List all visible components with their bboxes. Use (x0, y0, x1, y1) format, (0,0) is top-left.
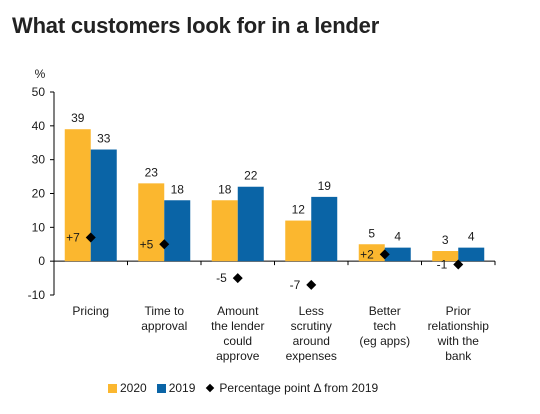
x-tick-label-line: Prior (446, 304, 471, 318)
legend-label-2019: 2019 (168, 381, 196, 395)
data-label-2020: 23 (145, 165, 159, 179)
data-label-2019: 4 (394, 230, 401, 244)
data-label-2019: 22 (244, 169, 258, 183)
x-tick-label: Amount the lender could approve (211, 304, 264, 363)
x-tick-label: Less scrutiny around expenses (286, 304, 337, 363)
bar-2019 (458, 247, 485, 262)
legend-diamond-icon (206, 383, 215, 393)
x-tick-label-line: Better (369, 304, 401, 318)
data-label-2019: 33 (97, 132, 111, 146)
change-marker (159, 239, 170, 250)
data-label-2019: 4 (468, 230, 475, 244)
bar-2019 (237, 186, 264, 262)
bar-2019 (90, 149, 117, 262)
chart-legend: 2020 2019 Percentage point Δ from 2019 (108, 381, 388, 395)
bar-2020 (432, 251, 459, 262)
data-label-2020: 12 (292, 203, 306, 217)
data-label-2020: 18 (218, 182, 232, 196)
x-tick-label-line: around (293, 334, 330, 348)
change-marker (379, 249, 390, 260)
bar-2019 (384, 247, 411, 262)
change-label: -7 (290, 278, 301, 292)
legend-label-change: Percentage point Δ from 2019 (219, 381, 379, 395)
x-tick-label: Better tech (eg apps) (359, 304, 410, 348)
legend-swatch-2020 (108, 383, 117, 393)
x-tick-label: Pricing (72, 304, 109, 318)
legend-item-2020: 2020 (108, 381, 147, 395)
x-tick-label-line: Less (299, 304, 324, 318)
legend-label-2020: 2020 (120, 381, 147, 395)
change-label: -5 (216, 271, 227, 285)
legend-item-2019: 2019 (156, 381, 196, 395)
x-tick-label-line: approval (141, 319, 187, 333)
y-tick-label: 20 (32, 187, 46, 201)
y-tick-label: -10 (28, 288, 46, 302)
bar-2020 (285, 220, 312, 262)
y-tick-label: 30 (32, 153, 46, 167)
x-tick-label-line: approve (216, 349, 260, 363)
x-tick-label-line: Amount (217, 304, 259, 318)
y-tick-label: 50 (32, 85, 46, 99)
change-marker (453, 259, 464, 270)
bar-2020 (138, 183, 165, 262)
change-marker (306, 279, 317, 290)
x-tick-label: Prior relationship with the bank (428, 304, 490, 363)
x-tick-label-line: with the (437, 334, 480, 348)
bar-2020 (64, 129, 91, 262)
bar-2020 (358, 244, 385, 262)
y-tick-label: 0 (38, 254, 45, 268)
data-label-2019: 18 (171, 182, 185, 196)
change-label: +2 (360, 247, 374, 261)
x-tick-label-line: Pricing (72, 304, 109, 318)
change-label: +7 (66, 230, 80, 244)
x-tick-label-line: could (223, 334, 252, 348)
bar-2020 (211, 200, 238, 262)
legend-swatch-2019 (156, 383, 166, 393)
legend-item-change: Percentage point Δ from 2019 (205, 381, 378, 395)
data-label-2020: 39 (71, 111, 85, 125)
change-marker (232, 273, 243, 284)
x-tick-label-line: relationship (428, 319, 490, 333)
change-marker (85, 232, 96, 243)
x-tick-label-line: tech (373, 319, 396, 333)
x-tick-label-line: bank (445, 349, 472, 363)
x-tick-label-line: expenses (286, 349, 337, 363)
y-axis-unit-label: % (35, 67, 46, 81)
x-tick-label: Time to approval (141, 304, 187, 333)
data-label-2020: 3 (442, 233, 449, 247)
bar-2019 (311, 196, 338, 262)
bar-2019 (164, 200, 191, 262)
x-tick-label-line: Time to (144, 304, 184, 318)
data-label-2020: 5 (368, 226, 375, 240)
x-tick-label-line: the lender (211, 319, 264, 333)
x-tick-label-line: scrutiny (291, 319, 332, 333)
change-label: -1 (437, 258, 448, 272)
chart-title: What customers look for in a lender (12, 13, 380, 38)
change-label: +5 (140, 237, 154, 251)
y-tick-label: 40 (32, 119, 46, 133)
x-tick-label-line: (eg apps) (359, 334, 410, 348)
y-tick-label: 10 (32, 220, 46, 234)
data-label-2019: 19 (318, 179, 332, 193)
